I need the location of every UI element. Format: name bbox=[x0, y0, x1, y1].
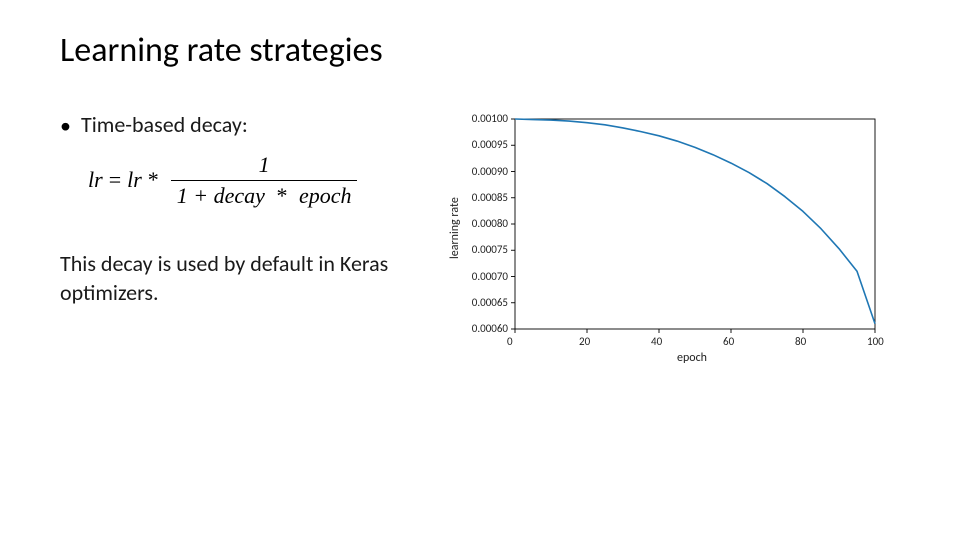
formula-fraction: 1 1 + decay * epoch bbox=[171, 152, 358, 209]
formula-numerator: 1 bbox=[253, 152, 276, 180]
right-column: 0.00060 0.00065 0.00070 0.00075 0.00080 0.000… bbox=[440, 111, 900, 376]
y-tick-label: 0.00080 bbox=[472, 217, 508, 230]
y-tick-label: 0.00065 bbox=[472, 296, 508, 309]
y-tick-label: 0.00070 bbox=[472, 270, 508, 283]
formula-eq: = bbox=[109, 167, 121, 193]
x-tick-label: 40 bbox=[651, 335, 662, 348]
decay-heading: Time-based decay: bbox=[81, 111, 248, 138]
y-tick-label: 0.00090 bbox=[472, 165, 508, 178]
formula: lr = lr * 1 1 + decay * epoch bbox=[88, 152, 420, 209]
formula-scalar: lr bbox=[127, 167, 142, 193]
y-tick-label: 0.00060 bbox=[472, 322, 508, 335]
den-b: epoch bbox=[299, 183, 352, 208]
formula-mult: * bbox=[148, 167, 159, 193]
x-tick-label: 60 bbox=[723, 335, 734, 348]
y-tick-label: 0.00100 bbox=[472, 112, 508, 125]
y-tick-label: 0.00075 bbox=[472, 243, 508, 256]
y-tick-label: 0.00085 bbox=[472, 191, 508, 204]
formula-denominator: 1 + decay * epoch bbox=[171, 180, 358, 209]
x-tick-label: 80 bbox=[795, 335, 806, 348]
x-tick-label: 20 bbox=[579, 335, 590, 348]
den-mult: * bbox=[276, 183, 287, 208]
y-tick-label: 0.00095 bbox=[472, 138, 508, 151]
left-column: • Time-based decay: lr = lr * 1 1 + deca… bbox=[60, 111, 420, 376]
den-prefix: 1 + bbox=[177, 183, 214, 208]
x-tick-label: 0 bbox=[507, 335, 513, 348]
den-a: decay bbox=[214, 183, 265, 208]
learning-rate-chart: 0.00060 0.00065 0.00070 0.00075 0.00080 0.000… bbox=[440, 111, 900, 376]
bullet-dot: • bbox=[60, 111, 71, 142]
y-axis-label: learning rate bbox=[448, 197, 462, 259]
decay-paragraph: This decay is used by default in Keras o… bbox=[60, 249, 420, 308]
x-tick-label: 100 bbox=[867, 335, 884, 348]
page-title: Learning rate strategies bbox=[60, 30, 900, 71]
formula-lhs: lr bbox=[88, 167, 103, 193]
x-axis-label: epoch bbox=[677, 351, 707, 365]
